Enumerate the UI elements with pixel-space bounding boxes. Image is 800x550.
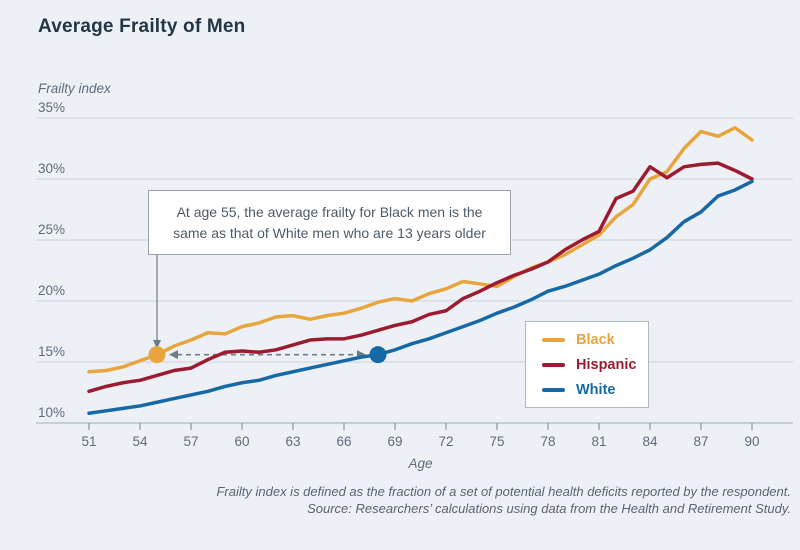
x-tick-label-60: 60: [234, 434, 249, 449]
connector-arrowhead-left: [169, 350, 178, 360]
legend-item-black: Black: [542, 332, 648, 348]
y-tick-label-10: 10%: [38, 405, 65, 420]
x-tick-label-81: 81: [591, 434, 606, 449]
y-axis-title: Frailty index: [38, 81, 111, 96]
annotation-text-line1: At age 55, the average frailty for Black…: [176, 203, 483, 220]
legend-item-white: White: [542, 382, 648, 398]
legend: Black Hispanic White: [525, 321, 649, 408]
y-tick-label-30: 30%: [38, 161, 65, 176]
footnote-definition: Frailty index is defined as the fraction…: [216, 484, 791, 499]
x-axis-title: Age: [407, 456, 432, 471]
line-hispanic: [87, 161, 754, 394]
line-black: [87, 126, 754, 374]
legend-swatch-white: [542, 387, 565, 392]
legend-swatch-black: [542, 337, 565, 342]
x-tick-label-87: 87: [693, 434, 708, 449]
x-tick-label-72: 72: [438, 434, 453, 449]
x-tick-label-57: 57: [183, 434, 198, 449]
footnote-source: Source: Researchers’ calculations using …: [307, 501, 791, 516]
y-tick-label-25: 25%: [38, 222, 65, 237]
legend-item-hispanic: Hispanic: [542, 357, 648, 373]
x-tick-label-84: 84: [642, 434, 658, 449]
x-tick-label-66: 66: [336, 434, 351, 449]
x-tick-label-54: 54: [132, 434, 148, 449]
x-tick-label-78: 78: [540, 434, 555, 449]
marker-dot-white-age-68: [369, 346, 387, 364]
x-tick-label-90: 90: [744, 434, 759, 449]
y-tick-label-15: 15%: [38, 344, 65, 359]
x-tick-label-63: 63: [285, 434, 300, 449]
marker-dot-black-age-55: [148, 346, 166, 364]
line-white: [87, 179, 754, 415]
x-tick-label-69: 69: [387, 434, 402, 449]
x-tick-label-75: 75: [489, 434, 504, 449]
annotation-text-line2: same as that of White men who are 13 yea…: [173, 224, 486, 241]
y-tick-label-20: 20%: [38, 283, 65, 298]
legend-swatch-hispanic: [542, 362, 565, 367]
legend-label-black: Black: [576, 331, 615, 348]
legend-label-white: White: [576, 381, 616, 398]
footnotes: Frailty index is defined as the fraction…: [216, 483, 791, 517]
annotation-callout: At age 55, the average frailty for Black…: [148, 190, 511, 255]
x-tick-label-51: 51: [81, 434, 96, 449]
y-tick-label-35: 35%: [38, 100, 65, 115]
legend-label-hispanic: Hispanic: [576, 356, 637, 373]
chart-title: Average Frailty of Men: [38, 16, 246, 37]
annotation-arrowhead: [153, 340, 161, 349]
